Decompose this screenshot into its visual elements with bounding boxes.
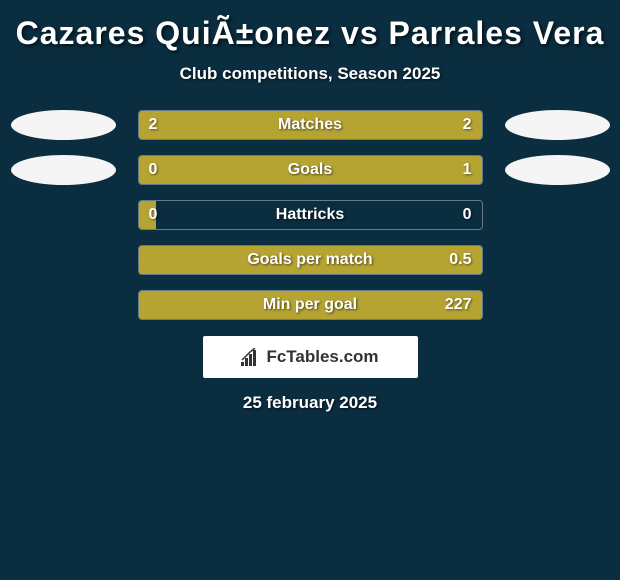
stat-label: Matches xyxy=(278,116,342,134)
subtitle: Club competitions, Season 2025 xyxy=(0,64,620,84)
stat-bar: 0.5 Goals per match xyxy=(138,245,483,275)
stat-label: Goals per match xyxy=(247,251,372,269)
stat-label: Goals xyxy=(288,161,332,179)
player-left-marker xyxy=(11,155,116,185)
stats-list: 2 2 Matches 0 1 Goals 0 0 Hattricks 0.5 Goals per … xyxy=(0,109,620,321)
player-left-marker xyxy=(11,200,116,230)
stat-bar: 227 Min per goal xyxy=(138,290,483,320)
player-right-marker xyxy=(505,290,610,320)
stat-value-left: 2 xyxy=(149,116,158,134)
stat-bar: 0 1 Goals xyxy=(138,155,483,185)
stat-bar: 2 2 Matches xyxy=(138,110,483,140)
stat-value-right: 227 xyxy=(445,296,472,314)
date-text: 25 february 2025 xyxy=(0,393,620,413)
player-right-marker xyxy=(505,245,610,275)
stat-row: 0.5 Goals per match xyxy=(0,244,620,276)
stat-value-left: 0 xyxy=(149,206,158,224)
player-left-marker xyxy=(11,290,116,320)
logo-box: FcTables.com xyxy=(203,336,418,378)
stat-row: 0 1 Goals xyxy=(0,154,620,186)
player-left-marker xyxy=(11,110,116,140)
stat-row: 0 0 Hattricks xyxy=(0,199,620,231)
stat-value-left: 0 xyxy=(149,161,158,179)
page-title: Cazares QuiÃ±onez vs Parrales Vera xyxy=(0,15,620,52)
stat-row: 227 Min per goal xyxy=(0,289,620,321)
stat-bar: 0 0 Hattricks xyxy=(138,200,483,230)
player-left-marker xyxy=(11,245,116,275)
player-right-marker xyxy=(505,155,610,185)
stat-value-right: 1 xyxy=(463,161,472,179)
player-right-marker xyxy=(505,200,610,230)
stat-value-right: 0.5 xyxy=(449,251,471,269)
stat-value-right: 2 xyxy=(463,116,472,134)
comparison-container: Cazares QuiÃ±onez vs Parrales Vera Club … xyxy=(0,0,620,423)
chart-icon xyxy=(241,348,261,366)
player-right-marker xyxy=(505,110,610,140)
logo-text: FcTables.com xyxy=(266,347,378,367)
bar-fill-right xyxy=(200,156,481,184)
stat-label: Hattricks xyxy=(276,206,344,224)
stat-value-right: 0 xyxy=(463,206,472,224)
stat-label: Min per goal xyxy=(263,296,357,314)
stat-row: 2 2 Matches xyxy=(0,109,620,141)
